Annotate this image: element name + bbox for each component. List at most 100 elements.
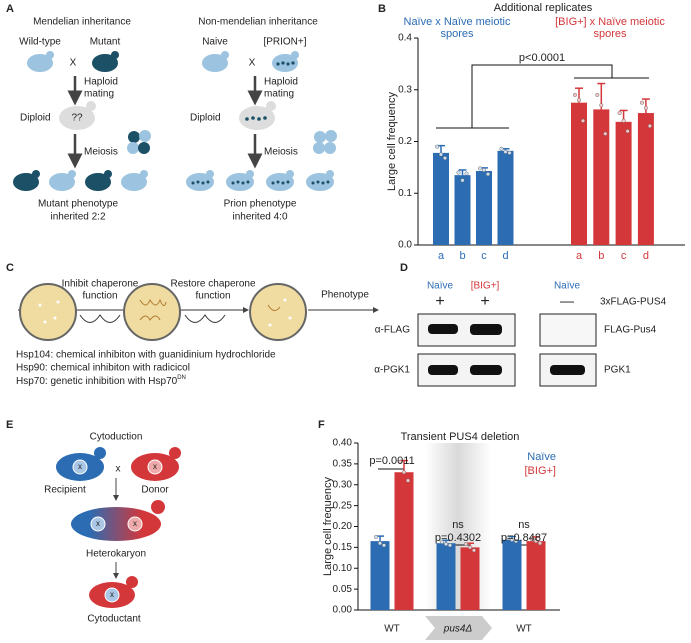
colonies: [38, 298, 292, 327]
annotation: ns: [452, 519, 464, 531]
antibody: α-PGK1: [374, 365, 410, 376]
nucleus-label: x: [110, 590, 114, 599]
replicate-point: [577, 98, 582, 103]
dish: [249, 283, 307, 341]
bar: [497, 150, 514, 245]
cross: x: [116, 464, 121, 475]
band: [470, 365, 502, 375]
legend-entry: Naïve x Naïve meiotic spores: [403, 16, 511, 40]
chart-title: Additional replicates: [494, 2, 593, 14]
cell-bud: [86, 101, 96, 111]
y-tick-label: 0.4: [398, 33, 412, 44]
cell: [92, 54, 118, 72]
y-tick-label: 0.30: [333, 479, 353, 490]
bar: [476, 170, 492, 245]
bar: [394, 472, 414, 610]
replicate-point: [440, 539, 445, 544]
label: Recipient: [44, 485, 86, 496]
replicate-point: [581, 118, 586, 123]
replicate-point: [514, 539, 519, 544]
y-tick-label: 0.40: [333, 438, 353, 449]
deletion-chevron: [425, 616, 492, 640]
replicate-point: [456, 170, 461, 175]
note: Hsp104: chemical inhibiton with guanidin…: [16, 350, 276, 361]
replicate-point: [510, 537, 515, 542]
cell: [27, 54, 53, 72]
nucleus-label: x: [133, 519, 137, 528]
heading: Cytoduction: [90, 432, 143, 443]
replicate-point: [382, 543, 387, 548]
replicate-point: [444, 542, 449, 547]
bar: [454, 175, 471, 245]
antibody: α-FLAG: [375, 325, 410, 336]
replicate-point: [595, 92, 600, 97]
spores: [313, 130, 337, 154]
label: Donor: [141, 485, 169, 496]
nucleus-label: x: [153, 462, 157, 471]
bar: [593, 109, 610, 245]
nucleus: [72, 459, 88, 475]
label: Diploid: [20, 113, 51, 124]
label: Mutant: [90, 37, 121, 48]
bar: [433, 152, 449, 245]
replicate-point: [534, 539, 539, 544]
label: function: [195, 291, 230, 302]
x-tick-label: pus4Δ: [443, 624, 473, 635]
y-tick-label: 0.3: [398, 84, 412, 95]
replicate-point: [443, 156, 448, 161]
label: function: [82, 291, 117, 302]
label: Restore chaperone: [170, 279, 255, 290]
x-tick-label: WT: [384, 624, 400, 635]
note: Hsp90: chemical inhibiton with radicicol: [16, 363, 190, 374]
sign: +: [480, 293, 489, 310]
replicate-point: [478, 166, 483, 171]
y-tick-label: 0.2: [398, 136, 412, 147]
bar: [615, 121, 632, 245]
dish: [19, 283, 77, 341]
replicate-point: [482, 167, 487, 172]
cell: [202, 54, 228, 72]
replicate-point: [464, 171, 469, 176]
band: [550, 365, 585, 375]
cell-bud: [291, 51, 299, 59]
x-tick-label: c: [481, 250, 487, 262]
band: [470, 324, 502, 335]
dish: [123, 283, 181, 341]
panel-d: Naïve [BIG+] Naïve + + — 3xFLAG-PUS4 α-F…: [374, 281, 667, 387]
replicate-point: [460, 178, 465, 183]
annotation: p<0.0001: [519, 52, 565, 64]
replicate-point: [472, 548, 477, 553]
replicate-point: [617, 111, 622, 116]
label: Prion phenotype: [224, 199, 297, 210]
replicate-point: [503, 149, 508, 154]
legend-entry: [BIG+]: [525, 465, 557, 477]
replicate-point: [603, 131, 608, 136]
cross: X: [249, 58, 256, 69]
band: [428, 324, 458, 334]
spore: [139, 130, 151, 142]
label: mating: [264, 89, 294, 100]
panel-label: B: [378, 3, 386, 15]
bar: [502, 539, 522, 610]
spore: [128, 131, 140, 143]
spore: [138, 142, 150, 154]
protein: FLAG-Pus4: [604, 325, 657, 336]
replicate-point: [486, 172, 491, 177]
bar: [370, 541, 390, 610]
x-tick-label: a: [438, 250, 445, 262]
y-tick-label: 0.1: [398, 188, 412, 199]
prion-dots: [245, 116, 267, 121]
heading: Non-mendelian inheritance: [198, 17, 318, 28]
panel-label: D: [400, 262, 408, 274]
y-tick-label: 0.00: [333, 605, 353, 616]
cell-bud: [46, 51, 54, 59]
replicate-point: [439, 152, 444, 157]
replicate-point: [499, 146, 504, 151]
label: ??: [71, 113, 83, 124]
y-tick-label: 0.05: [333, 584, 353, 595]
passage-loops: [79, 314, 226, 323]
note-sup: DN: [177, 375, 186, 381]
replicate-point: [599, 103, 604, 108]
x-tick-label: a: [576, 250, 583, 262]
diploid-cell: [239, 106, 275, 130]
